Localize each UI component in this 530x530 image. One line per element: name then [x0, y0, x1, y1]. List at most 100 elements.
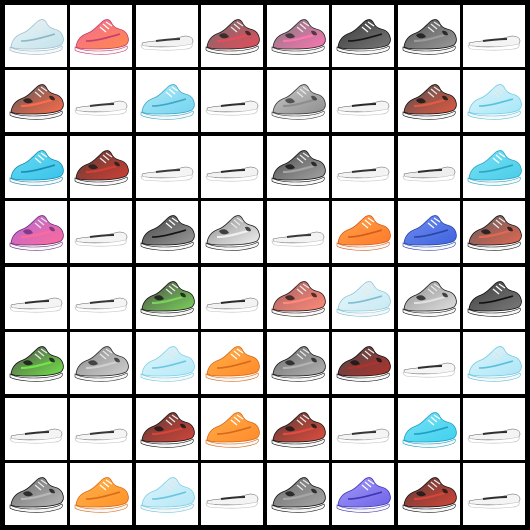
sneaker-stripe [20, 163, 55, 173]
sneaker-pattern [415, 292, 448, 300]
sneaker-tile [332, 135, 394, 198]
sneaker-stripe [155, 168, 180, 173]
sneaker-upper [272, 411, 326, 442]
sneaker-image [336, 428, 390, 443]
sneaker-laces [296, 152, 309, 163]
sneaker-pattern [284, 30, 317, 38]
sneaker-pattern [284, 292, 317, 300]
sneaker-tile [266, 70, 329, 132]
sneaker-image [9, 18, 64, 55]
sneaker-sole [140, 110, 194, 120]
sneaker-stripe [351, 430, 377, 435]
sneaker-image [205, 411, 260, 448]
sneaker-upper [141, 477, 195, 508]
sneaker-sole [74, 305, 127, 312]
sneaker-sole [402, 307, 456, 317]
sneaker-tile [332, 4, 394, 67]
sneaker-sole [467, 372, 521, 382]
sneaker-stripe [482, 37, 508, 42]
sneaker-laces [361, 217, 375, 229]
sneaker-tile [135, 266, 198, 329]
sneaker-image [140, 280, 195, 317]
sneaker-stripe [85, 32, 121, 42]
sneaker-sole [271, 307, 325, 317]
sneaker-sole [467, 501, 520, 509]
sneaker-pattern [284, 161, 317, 169]
sneaker-upper [337, 215, 391, 246]
sneaker-image [336, 215, 391, 251]
sneaker-image [9, 215, 64, 251]
sneaker-sole [74, 45, 128, 55]
sneaker-tile [397, 70, 460, 132]
sneaker-sole [336, 241, 390, 251]
sneaker-sole [205, 108, 258, 116]
sneaker-laces [99, 152, 113, 163]
sneaker-sole [205, 372, 259, 382]
sneaker-sole [205, 241, 259, 251]
sneaker-stripe [220, 103, 246, 107]
sneaker-image [402, 166, 455, 181]
sneaker-laces [427, 414, 440, 425]
sneaker-tile [266, 201, 329, 263]
sneaker-laces [492, 152, 506, 163]
sneaker-image [205, 297, 259, 312]
sneaker-pattern [219, 30, 251, 38]
sneaker-tile [266, 463, 329, 525]
sneaker-stripe [151, 360, 186, 369]
sneaker-image [74, 428, 128, 443]
sneaker-stripe [151, 229, 186, 238]
sneaker-tile [4, 135, 67, 198]
sneaker-image [467, 493, 521, 509]
sneaker-image [9, 297, 62, 312]
sneaker-laces [34, 152, 47, 163]
sneaker-sole [402, 438, 456, 448]
sneaker-tile [201, 70, 263, 132]
sneaker-upper [337, 280, 391, 311]
sneaker-pattern [284, 357, 317, 366]
sneaker-upper [468, 346, 522, 377]
sneaker-image [140, 215, 195, 251]
sneaker-laces [296, 414, 309, 425]
sneaker-sole [402, 241, 456, 251]
sneaker-sole [336, 307, 390, 317]
sneaker-laces [492, 283, 506, 294]
sneaker-tile [4, 332, 67, 394]
sneaker-laces [230, 217, 244, 229]
sneaker-stripe [220, 299, 246, 304]
sneaker-upper [206, 215, 260, 246]
sneaker-laces [427, 86, 440, 98]
sneaker-tile [332, 332, 394, 394]
sneaker-tile [70, 397, 132, 460]
sneaker-sole [140, 503, 194, 513]
sneaker-laces [427, 479, 440, 491]
sneaker-tile [266, 4, 329, 67]
sneaker-upper [403, 84, 457, 115]
sneaker-upper [337, 346, 391, 377]
sneaker-laces [296, 21, 309, 32]
sneaker-pattern [284, 95, 317, 104]
sneaker-tile [397, 4, 460, 67]
sneaker-stripe [89, 234, 115, 238]
sneaker-sole [467, 43, 520, 50]
sneaker-pattern [153, 423, 186, 431]
sneaker-stripe [89, 299, 115, 304]
sneaker-image [467, 280, 522, 317]
sneaker-laces [427, 217, 440, 229]
sneaker-stripe [216, 360, 252, 369]
sneaker-sole [271, 372, 325, 382]
sneaker-tile [4, 266, 67, 329]
sneaker-sole [140, 438, 194, 448]
sneaker-image [336, 166, 390, 181]
sneaker-image [140, 35, 193, 50]
sneaker-sole [271, 45, 325, 55]
sneaker-upper [10, 477, 64, 508]
sneaker-image [140, 84, 195, 120]
sneaker-image [402, 411, 457, 448]
sneaker-image [271, 477, 326, 513]
sneaker-sole [140, 372, 194, 382]
sneaker-pattern [88, 161, 120, 169]
sneaker-sole [74, 108, 127, 116]
sneaker-image [140, 411, 195, 448]
sneaker-upper [468, 84, 522, 115]
sneaker-laces [165, 217, 178, 229]
